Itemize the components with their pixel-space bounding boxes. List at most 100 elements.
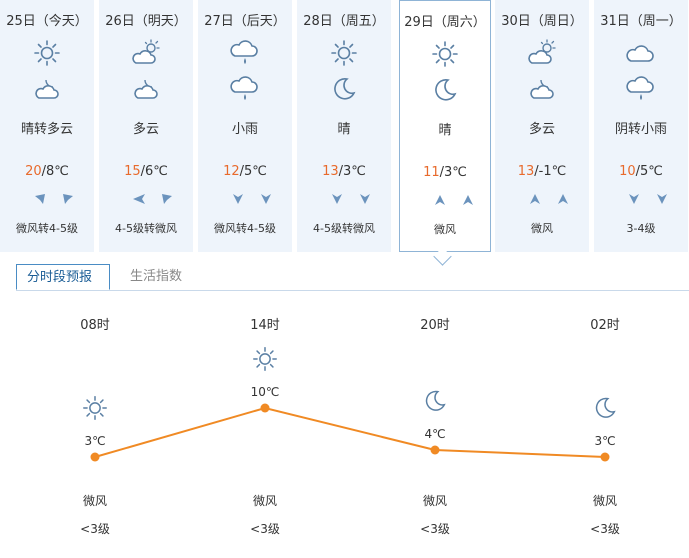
day-card[interactable]: 31日（周一） 阴转小雨 10/5℃ 3-4级 bbox=[594, 0, 688, 252]
partly-cloudy-night-icon bbox=[527, 74, 557, 104]
hourly-time: 02时 bbox=[590, 318, 620, 333]
high-temp: 11 bbox=[423, 165, 440, 180]
temperature-line bbox=[94, 406, 606, 458]
sunny-icon bbox=[430, 39, 460, 69]
day-condition: 多云 bbox=[132, 122, 159, 137]
day-temperature: 11/3℃ bbox=[400, 165, 490, 180]
day-condition: 多云 bbox=[528, 122, 555, 137]
light-rain-icon bbox=[230, 74, 260, 104]
wind-arrow-icon bbox=[125, 192, 145, 206]
hourly-temperature: 3℃ bbox=[84, 434, 106, 448]
day-date: 25日（今天） bbox=[6, 14, 88, 29]
day-card[interactable]: 28日（周五） 晴 13/3℃ 4-5级转微风 bbox=[297, 0, 391, 252]
wind-arrow-icon bbox=[620, 192, 639, 206]
day-card[interactable]: 25日（今天） 晴转多云 20/8℃ 微风转4-5级 bbox=[0, 0, 94, 252]
day-wind: 4-5级转微风 bbox=[313, 222, 375, 235]
temperature-point bbox=[260, 403, 270, 413]
day-temperature: 10/5℃ bbox=[594, 164, 688, 179]
wind-arrow-icon bbox=[252, 192, 271, 206]
high-temp: 20 bbox=[25, 164, 42, 179]
wind-arrow-icon bbox=[426, 193, 445, 207]
low-temp: /5℃ bbox=[635, 164, 663, 179]
low-temp: /8℃ bbox=[41, 164, 69, 179]
hourly-wind: 微风 bbox=[82, 494, 107, 508]
wind-arrow-icon bbox=[153, 192, 172, 206]
high-temp: 13 bbox=[517, 164, 535, 179]
wind-arrow-icon bbox=[323, 192, 342, 206]
hourly-wind: 微风 bbox=[592, 494, 617, 508]
day-wind: 3-4级 bbox=[626, 222, 656, 235]
day-date: 27日（后天） bbox=[204, 14, 286, 29]
day-card[interactable]: 26日（明天） 多云 15/6℃ 4-5级转微风 bbox=[99, 0, 193, 252]
temperature-line-chart bbox=[90, 403, 610, 462]
day-temperature: 12/5℃ bbox=[198, 164, 292, 179]
low-temp: /6℃ bbox=[140, 164, 168, 179]
wind-direction bbox=[594, 192, 688, 210]
day-temperature: 15/6℃ bbox=[99, 164, 193, 179]
day-condition: 阴转小雨 bbox=[614, 122, 667, 137]
day-card[interactable]: 30日（周日） 多云 13/-1℃ 微风 bbox=[495, 0, 589, 252]
day-wind: 微风 bbox=[434, 223, 456, 236]
hourly-time: 20时 bbox=[420, 318, 450, 333]
day-temperature: 13/3℃ bbox=[297, 164, 391, 179]
day-date: 28日（周五） bbox=[303, 14, 385, 29]
sunny-icon bbox=[329, 38, 359, 68]
partly-cloudy-night-icon bbox=[32, 74, 62, 104]
day-wind: 微风转4-5级 bbox=[16, 222, 78, 235]
temperature-point bbox=[600, 452, 610, 462]
hourly-wind: 微风 bbox=[422, 494, 447, 508]
wind-direction bbox=[495, 192, 589, 210]
partly-cloudy-night-icon bbox=[131, 74, 161, 104]
day-condition: 晴 bbox=[438, 123, 452, 138]
wind-arrow-icon bbox=[26, 192, 45, 206]
day-wind: 微风 bbox=[531, 222, 553, 235]
partly-cloudy-icon bbox=[131, 38, 161, 68]
low-temp: /3℃ bbox=[338, 164, 366, 179]
wind-direction bbox=[0, 192, 94, 210]
daily-forecast: 25日（今天） 晴转多云 20/8℃ 微风转4-5级 26日（明天） 多云 15/6℃ 4-5… bbox=[0, 0, 689, 258]
wind-arrow-icon bbox=[521, 192, 540, 206]
tab-life-index[interactable]: 生活指数 bbox=[130, 269, 183, 284]
moon-icon bbox=[329, 74, 359, 104]
wind-arrow-icon bbox=[454, 193, 473, 207]
wind-direction bbox=[99, 192, 193, 210]
day-date: 26日（明天） bbox=[105, 14, 187, 29]
day-card[interactable]: 27日（后天） 小雨 12/5℃ 微风转4-5级 bbox=[198, 0, 292, 252]
day-wind: 4-5级转微风 bbox=[115, 222, 177, 235]
low-temp: /-1℃ bbox=[534, 164, 567, 179]
sunny-icon bbox=[32, 38, 62, 68]
wind-arrow-icon bbox=[54, 192, 73, 206]
wind-direction bbox=[400, 193, 490, 211]
hourly-time: 08时 bbox=[80, 318, 110, 333]
wind-arrow-icon bbox=[351, 192, 370, 206]
hourly-wind: 微风 bbox=[252, 494, 277, 508]
temperature-point bbox=[90, 452, 100, 462]
day-wind: 微风转4-5级 bbox=[214, 222, 276, 235]
forecast-tabs: 分时段预报 生活指数 bbox=[16, 264, 689, 291]
moon-icon bbox=[421, 387, 449, 415]
day-date: 29日（周六） bbox=[404, 15, 486, 30]
cloudy-icon bbox=[626, 38, 656, 68]
low-temp: /5℃ bbox=[239, 164, 267, 179]
hourly-temperature: 10℃ bbox=[250, 385, 280, 399]
hourly-wind-level: <3级 bbox=[590, 522, 620, 536]
hourly-temperature: 3℃ bbox=[594, 434, 616, 448]
wind-direction bbox=[198, 192, 292, 210]
wind-arrow-icon bbox=[648, 192, 667, 206]
high-temp: 10 bbox=[619, 164, 636, 179]
day-date: 30日（周日） bbox=[501, 14, 583, 29]
high-temp: 13 bbox=[322, 164, 339, 179]
day-condition: 晴 bbox=[337, 122, 351, 137]
low-temp: /3℃ bbox=[439, 165, 467, 180]
day-date: 31日（周一） bbox=[600, 14, 682, 29]
high-temp: 12 bbox=[223, 164, 240, 179]
light-rain-icon bbox=[626, 74, 656, 104]
high-temp: 15 bbox=[124, 164, 141, 179]
sunny-icon bbox=[81, 394, 109, 422]
day-temperature: 13/-1℃ bbox=[495, 164, 589, 179]
day-card[interactable]: 29日（周六） 晴 11/3℃ 微风 bbox=[399, 0, 491, 252]
day-temperature: 20/8℃ bbox=[0, 164, 94, 179]
wind-arrow-icon bbox=[224, 192, 243, 206]
hourly-forecast: 08时 微风 <3级 3℃ 14时 微风 <3级 10℃ 20时 微风 <3级 4℃ 02时 微风 <3级 3… bbox=[0, 300, 689, 558]
tab-hourly-forecast[interactable]: 分时段预报 bbox=[16, 264, 110, 290]
